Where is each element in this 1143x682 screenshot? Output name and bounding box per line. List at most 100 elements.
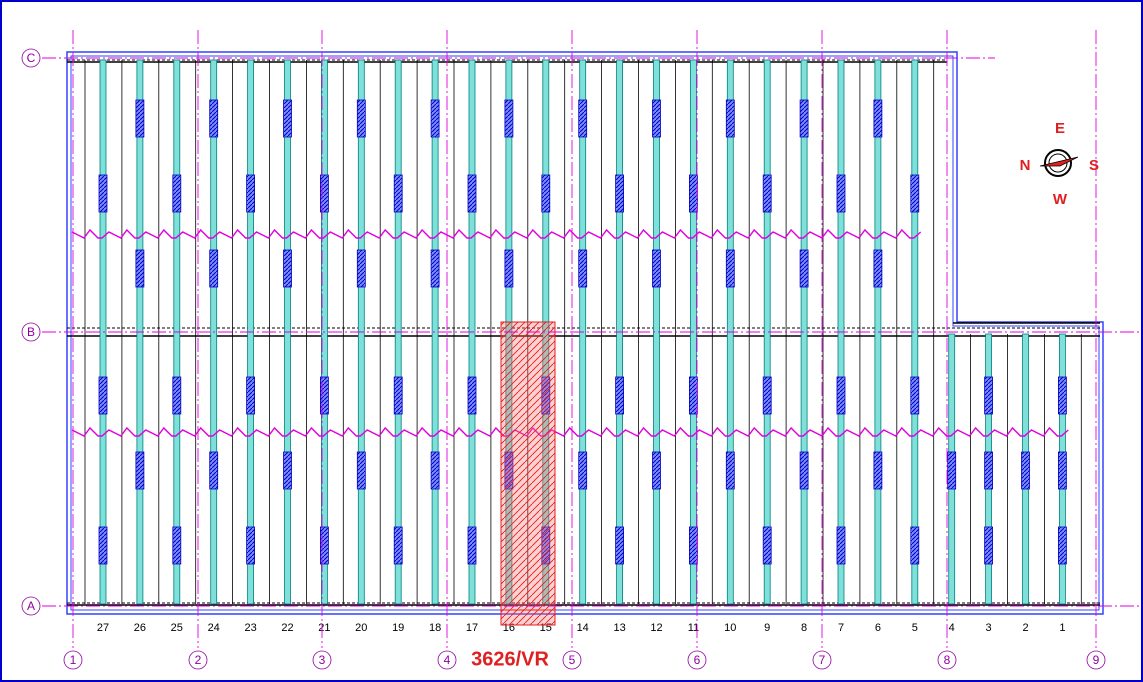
axis-bubble: [312, 650, 332, 670]
block: [984, 376, 993, 415]
bay-label: 9: [764, 622, 770, 634]
axis-bubble: [687, 650, 707, 670]
compass-west: W: [1053, 191, 1068, 208]
block: [209, 249, 219, 288]
block: [799, 451, 809, 490]
bay-label: 25: [171, 622, 183, 634]
block: [873, 249, 883, 288]
column-label: 8: [944, 653, 951, 667]
block: [615, 174, 624, 213]
block: [98, 526, 108, 565]
row-label: B: [27, 325, 35, 339]
bay-label: 2: [1022, 622, 1028, 634]
block: [984, 526, 993, 565]
block: [98, 174, 108, 213]
block: [467, 376, 477, 415]
axis-bubble: [21, 596, 41, 616]
block: [873, 451, 883, 490]
block: [836, 174, 846, 213]
bay-label: 1: [1059, 622, 1065, 634]
block: [652, 249, 661, 288]
bay-label: 12: [650, 622, 662, 634]
bay-label: 21: [318, 622, 330, 634]
block: [467, 174, 477, 213]
block: [947, 451, 957, 490]
block: [319, 174, 329, 213]
axis-bubble: [188, 650, 208, 670]
bay-label: 27: [97, 622, 109, 634]
column-label: 3: [319, 653, 326, 667]
bay-label: 20: [355, 622, 367, 634]
block: [283, 99, 292, 138]
block: [984, 451, 993, 490]
bay-label: 10: [724, 622, 736, 634]
block: [209, 451, 219, 490]
bay-label: 23: [244, 622, 256, 634]
block: [393, 376, 403, 415]
bay-label: 7: [838, 622, 844, 634]
block: [873, 99, 883, 138]
axis-bubble: [812, 650, 832, 670]
block: [393, 174, 403, 213]
block: [725, 99, 735, 138]
block: [615, 376, 624, 415]
block: [393, 526, 403, 565]
column-label: 2: [195, 653, 202, 667]
axis-bubble: [21, 48, 41, 68]
block: [135, 99, 145, 138]
block: [283, 451, 292, 490]
block: [430, 99, 440, 138]
block: [430, 451, 440, 490]
bay-label: 22: [281, 622, 293, 634]
bay-label: 18: [429, 622, 441, 634]
block: [652, 99, 661, 138]
axis-bubble: [937, 650, 957, 670]
block: [1058, 451, 1067, 490]
block: [319, 376, 329, 415]
block: [689, 526, 698, 565]
column-label: 4: [444, 653, 451, 667]
axis-bubble: [21, 322, 41, 342]
block: [799, 99, 809, 138]
block: [1058, 526, 1067, 565]
block: [615, 526, 624, 565]
block: [504, 99, 514, 138]
axis-bubble: [562, 650, 582, 670]
block: [910, 526, 920, 565]
column-label: 5: [569, 653, 576, 667]
bay-label: 17: [466, 622, 478, 634]
bay-label: 5: [912, 622, 918, 634]
bay-label: 24: [208, 622, 220, 634]
bay-label: 19: [392, 622, 404, 634]
block: [1058, 376, 1067, 415]
column-label: 7: [819, 653, 826, 667]
block: [689, 376, 698, 415]
block: [98, 376, 108, 415]
row-label: A: [27, 599, 35, 613]
block: [762, 174, 772, 213]
block: [172, 174, 182, 213]
block: [209, 99, 219, 138]
bay-label: 13: [613, 622, 625, 634]
block: [1021, 451, 1030, 490]
block: [172, 376, 182, 415]
compass-ring: [1048, 153, 1068, 173]
block: [246, 174, 256, 213]
axis-bubble: [437, 650, 457, 670]
bay-label: 11: [688, 622, 699, 634]
brace-line: [71, 426, 1069, 437]
bay-label: 4: [949, 622, 955, 634]
block: [836, 526, 846, 565]
highlight-area: [500, 609, 556, 626]
block: [356, 249, 366, 288]
column-label: 9: [1093, 653, 1100, 667]
column-label: 6: [694, 653, 701, 667]
row-label: C: [27, 51, 36, 65]
block: [836, 376, 846, 415]
block: [725, 249, 735, 288]
block: [504, 249, 514, 288]
block: [283, 249, 292, 288]
block: [762, 376, 772, 415]
